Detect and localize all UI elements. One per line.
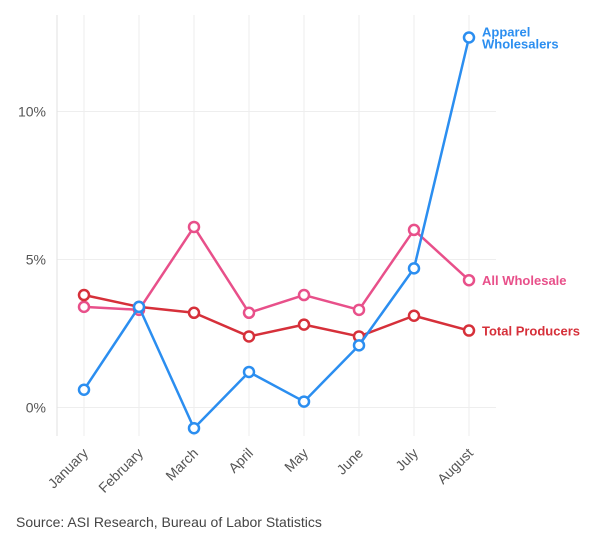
data-point bbox=[187, 421, 201, 435]
data-point bbox=[297, 288, 311, 302]
data-point bbox=[187, 220, 201, 234]
series-label: Total Producers bbox=[482, 324, 580, 339]
data-point bbox=[77, 300, 91, 314]
x-tick-label: January bbox=[45, 445, 92, 492]
data-point bbox=[297, 318, 311, 331]
y-tick-label: 10% bbox=[18, 104, 46, 120]
x-tick-label: July bbox=[392, 445, 421, 474]
data-point bbox=[187, 306, 201, 320]
data-point bbox=[77, 383, 91, 396]
data-point bbox=[77, 288, 91, 302]
series-label: Apparel bbox=[482, 25, 530, 40]
series-label: Wholesalers bbox=[482, 37, 559, 52]
x-tick-label: April bbox=[225, 445, 256, 476]
y-tick-label: 5% bbox=[26, 252, 46, 268]
data-point bbox=[407, 223, 421, 237]
data-point bbox=[462, 324, 476, 337]
x-tick-label: May bbox=[281, 445, 311, 475]
data-point bbox=[462, 31, 476, 44]
x-tick-label: June bbox=[333, 445, 366, 478]
data-point bbox=[242, 365, 256, 379]
series-line bbox=[82, 225, 471, 315]
source-note: Source: ASI Research, Bureau of Labor St… bbox=[16, 514, 322, 530]
x-tick-label: August bbox=[434, 445, 476, 487]
series-label: All Wholesale bbox=[482, 273, 567, 288]
data-point bbox=[352, 303, 366, 317]
x-tick-label: March bbox=[162, 445, 201, 484]
data-point bbox=[407, 309, 421, 322]
data-point bbox=[462, 273, 476, 287]
data-point bbox=[297, 395, 311, 408]
data-point bbox=[407, 262, 421, 275]
x-tick-label: February bbox=[95, 445, 146, 496]
series-line bbox=[82, 293, 471, 338]
data-point bbox=[132, 300, 146, 314]
data-point bbox=[242, 330, 256, 343]
data-point bbox=[352, 339, 366, 352]
y-tick-label: 0% bbox=[26, 400, 46, 416]
data-point bbox=[242, 306, 256, 320]
series-line bbox=[82, 36, 471, 430]
